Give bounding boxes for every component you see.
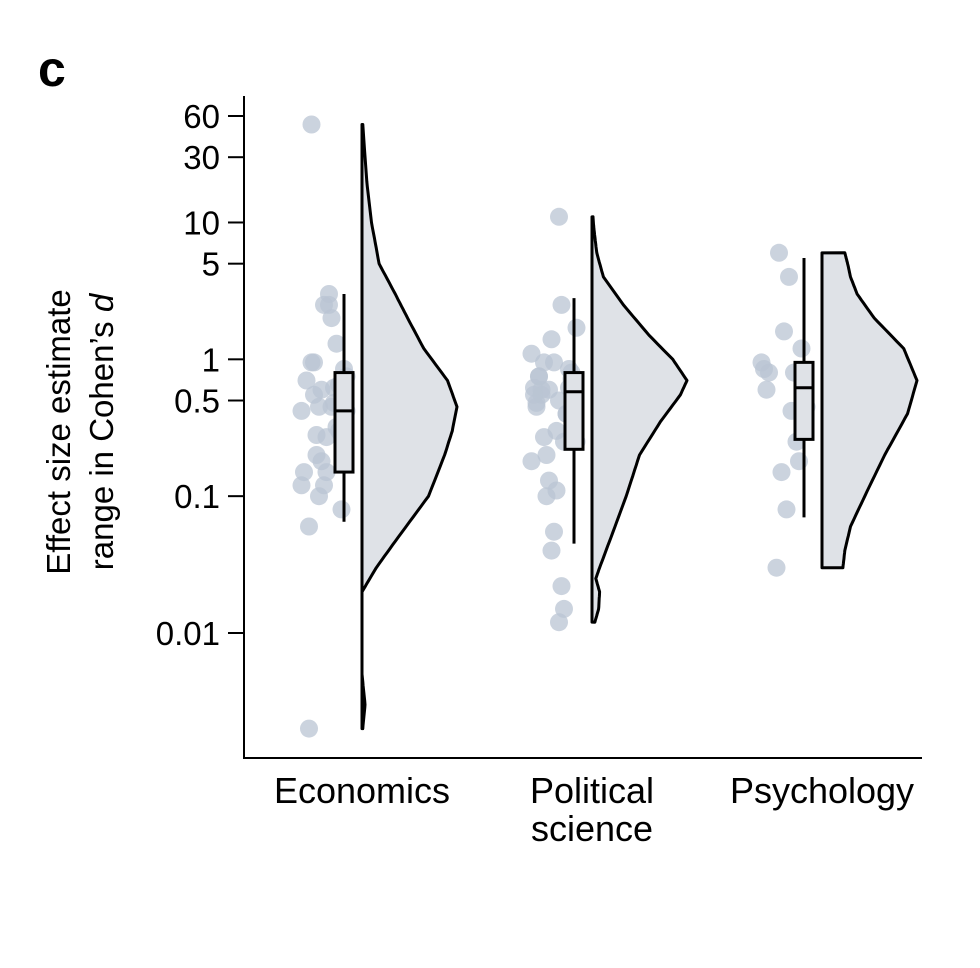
data-point xyxy=(300,719,318,738)
data-point xyxy=(332,500,351,519)
data-point xyxy=(542,330,561,349)
data-point xyxy=(310,397,328,416)
y-axis-label-line2-text: range in Cohen’s xyxy=(83,312,120,570)
violins-layer xyxy=(360,123,919,731)
data-point xyxy=(550,207,568,226)
data-point xyxy=(292,401,311,420)
y-tick-label: 0.1 xyxy=(174,478,220,515)
x-category-label: Psychology xyxy=(730,770,914,811)
data-point xyxy=(522,452,541,471)
y-tick-label: 1 xyxy=(202,341,220,378)
data-point xyxy=(307,426,326,444)
data-point xyxy=(327,334,346,353)
data-point xyxy=(522,344,541,363)
y-axis-label-line2-italic: d xyxy=(83,292,120,312)
data-point xyxy=(530,367,548,386)
data-point xyxy=(550,613,568,632)
data-point xyxy=(305,353,323,372)
violin-0 xyxy=(360,123,459,731)
y-tick-label: 10 xyxy=(183,204,220,241)
data-point xyxy=(767,558,786,577)
y-tick-label: 30 xyxy=(183,139,220,176)
data-point xyxy=(775,322,793,341)
box-iqr xyxy=(333,371,355,474)
data-point xyxy=(295,463,313,482)
data-point xyxy=(535,428,553,447)
data-point xyxy=(310,487,328,506)
data-point xyxy=(537,446,556,464)
data-point xyxy=(322,309,341,328)
violin-2 xyxy=(820,251,919,570)
box-iqr xyxy=(793,360,815,441)
data-point xyxy=(545,522,563,541)
data-point xyxy=(792,339,811,358)
data-point xyxy=(757,380,776,399)
data-point xyxy=(535,353,553,372)
data-point xyxy=(300,517,318,536)
data-point xyxy=(772,463,791,482)
panel-label: c xyxy=(38,41,66,97)
boxplots-layer xyxy=(333,258,815,544)
y-tick-label: 5 xyxy=(202,246,220,283)
y-axis-label-line2: range in Cohen’s d xyxy=(83,292,120,570)
y-tick-label: 0.5 xyxy=(174,383,220,420)
plot-area xyxy=(292,115,919,738)
y-tick-label: 0.01 xyxy=(156,615,220,652)
y-ticks: 0.01 0.1 0.5 1 5 10 30 60 xyxy=(156,98,244,652)
data-point xyxy=(770,243,788,262)
data-point xyxy=(780,267,798,286)
violin-1 xyxy=(590,215,689,624)
data-point xyxy=(315,295,333,314)
box-iqr xyxy=(563,371,585,451)
data-point xyxy=(542,541,561,560)
data-point xyxy=(567,318,586,337)
x-category-label: science xyxy=(531,808,653,849)
data-point xyxy=(752,353,771,372)
data-point xyxy=(777,500,796,519)
data-point xyxy=(552,577,571,596)
data-point xyxy=(297,371,316,390)
data-point xyxy=(525,385,543,404)
y-tick-label: 60 xyxy=(183,98,220,135)
x-category-label: Political xyxy=(530,770,654,811)
data-point xyxy=(302,115,321,134)
data-point xyxy=(552,295,571,314)
data-point xyxy=(540,471,558,490)
x-category-label: Economics xyxy=(274,770,450,811)
data-point xyxy=(307,446,326,464)
y-axis-label-line1: Effect size estimate xyxy=(40,289,77,575)
